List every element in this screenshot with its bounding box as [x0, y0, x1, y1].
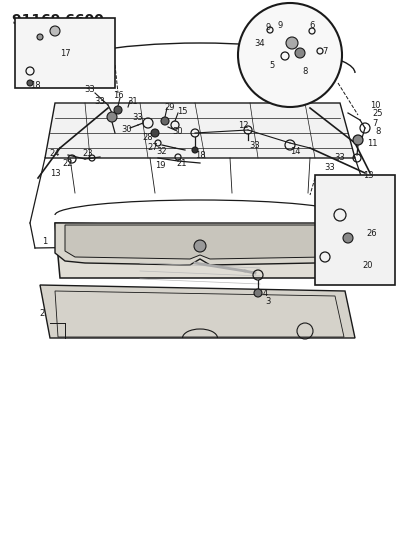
Text: 28: 28	[143, 133, 153, 142]
Text: 9: 9	[265, 23, 271, 33]
Text: 2: 2	[40, 309, 45, 318]
Text: 29: 29	[165, 102, 175, 111]
Text: 22: 22	[63, 158, 73, 167]
Polygon shape	[55, 223, 345, 265]
Text: 21: 21	[177, 158, 187, 167]
Text: 14: 14	[290, 147, 300, 156]
Text: 7: 7	[372, 118, 378, 127]
Text: 15: 15	[177, 108, 187, 117]
Text: 19: 19	[155, 160, 165, 169]
Bar	[15, 18, 115, 88]
Text: 31: 31	[128, 96, 138, 106]
Text: 91169 6600: 91169 6600	[12, 13, 104, 27]
Text: 12: 12	[238, 120, 248, 130]
Circle shape	[37, 34, 43, 40]
Text: 8: 8	[375, 126, 381, 135]
Text: 30: 30	[122, 125, 132, 134]
Circle shape	[353, 135, 363, 145]
Text: 1: 1	[42, 237, 47, 246]
Text: 18: 18	[195, 150, 205, 159]
Text: 24: 24	[50, 149, 60, 157]
Text: 3: 3	[265, 296, 271, 305]
Polygon shape	[40, 285, 355, 338]
Text: 26: 26	[367, 229, 377, 238]
Text: 5: 5	[269, 61, 275, 69]
Text: 33: 33	[325, 164, 336, 173]
Text: 27: 27	[148, 142, 158, 151]
Polygon shape	[65, 225, 335, 259]
Polygon shape	[55, 223, 350, 278]
Polygon shape	[45, 103, 355, 158]
Circle shape	[254, 289, 262, 297]
Text: 16: 16	[113, 91, 123, 100]
Text: 33: 33	[85, 85, 95, 94]
Circle shape	[107, 112, 117, 122]
Text: 7: 7	[322, 46, 328, 55]
Text: 17: 17	[60, 49, 70, 58]
Text: 20: 20	[363, 261, 373, 270]
Text: 6: 6	[309, 20, 315, 29]
Text: 33: 33	[335, 154, 346, 163]
Circle shape	[194, 240, 206, 252]
Text: 25: 25	[373, 109, 383, 117]
Text: 13: 13	[50, 168, 60, 177]
Circle shape	[192, 147, 198, 153]
Text: 10: 10	[370, 101, 380, 109]
Text: 32: 32	[157, 147, 167, 156]
Circle shape	[151, 129, 159, 137]
Text: 9: 9	[277, 20, 282, 29]
Circle shape	[343, 233, 353, 243]
Circle shape	[114, 106, 122, 114]
Bar	[315, 175, 395, 285]
Text: 33: 33	[132, 112, 143, 122]
Text: 33: 33	[250, 141, 261, 150]
Text: 30: 30	[173, 127, 183, 136]
Circle shape	[27, 80, 33, 86]
Text: 23: 23	[83, 149, 93, 157]
Circle shape	[50, 26, 60, 36]
Circle shape	[238, 3, 342, 107]
Circle shape	[295, 48, 305, 58]
Text: 4: 4	[263, 288, 268, 297]
Text: 34: 34	[255, 38, 265, 47]
Circle shape	[286, 37, 298, 49]
Text: 18: 18	[30, 80, 40, 90]
Text: 13: 13	[363, 171, 373, 180]
Text: 8: 8	[302, 67, 308, 76]
Circle shape	[161, 117, 169, 125]
Text: 33: 33	[95, 96, 105, 106]
Text: 11: 11	[367, 139, 377, 148]
